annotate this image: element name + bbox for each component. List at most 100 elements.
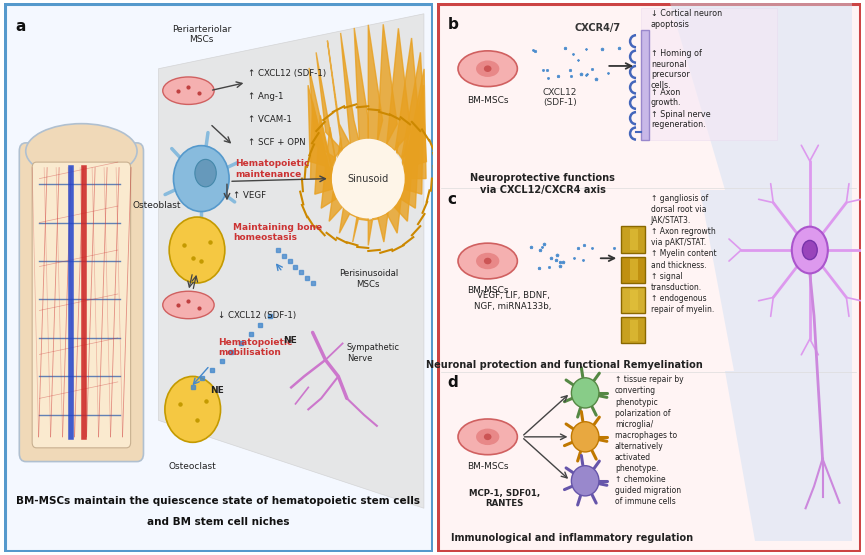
Polygon shape	[368, 150, 384, 245]
Text: ↑ VCAM-1: ↑ VCAM-1	[248, 115, 292, 124]
Ellipse shape	[458, 51, 517, 87]
Ellipse shape	[163, 77, 215, 104]
Text: Maintaining bone
homeostasis: Maintaining bone homeostasis	[234, 223, 323, 242]
Text: ↑ Spinal nerve
regeneration.: ↑ Spinal nerve regeneration.	[650, 110, 710, 129]
Polygon shape	[308, 85, 332, 179]
Text: BM-MSCs: BM-MSCs	[467, 96, 509, 105]
Text: Sympathetic
Nerve: Sympathetic Nerve	[347, 344, 400, 363]
Ellipse shape	[476, 253, 499, 269]
Text: BM-MSCs maintain the quiescence state of hematopoietic stem cells: BM-MSCs maintain the quiescence state of…	[16, 496, 420, 506]
Ellipse shape	[476, 428, 499, 445]
Polygon shape	[311, 102, 334, 189]
Text: and BM stem cell niches: and BM stem cell niches	[147, 517, 290, 527]
Text: ↑ VEGF: ↑ VEGF	[234, 190, 266, 200]
Polygon shape	[321, 127, 344, 208]
Polygon shape	[700, 190, 852, 371]
Ellipse shape	[458, 243, 517, 279]
Polygon shape	[395, 38, 421, 158]
Polygon shape	[725, 371, 852, 541]
FancyBboxPatch shape	[621, 256, 644, 283]
Text: ↑ tissue repair by
converting
phenotypic
polarization of
microglia/
macrophages : ↑ tissue repair by converting phenotypic…	[615, 375, 683, 506]
Polygon shape	[405, 69, 426, 179]
Polygon shape	[378, 142, 399, 242]
FancyBboxPatch shape	[32, 162, 131, 448]
FancyBboxPatch shape	[621, 317, 644, 344]
Ellipse shape	[163, 291, 215, 319]
Text: VEGF, LIF, BDNF,
NGF, miRNA133b,: VEGF, LIF, BDNF, NGF, miRNA133b,	[474, 291, 552, 311]
Text: CXCR4/7: CXCR4/7	[575, 23, 621, 33]
Ellipse shape	[484, 433, 491, 440]
Polygon shape	[327, 41, 349, 150]
Polygon shape	[401, 52, 426, 168]
Text: MCP-1, SDF01,
RANTES: MCP-1, SDF01, RANTES	[469, 489, 541, 508]
Text: CXCL12
(SDF-1): CXCL12 (SDF-1)	[542, 88, 577, 107]
Text: ↓ Cortical neuron
apoptosis: ↓ Cortical neuron apoptosis	[650, 9, 722, 29]
FancyBboxPatch shape	[641, 30, 649, 140]
FancyBboxPatch shape	[630, 290, 638, 310]
Text: Hematopoietic
maintenance: Hematopoietic maintenance	[235, 159, 310, 179]
Text: BM-MSCs: BM-MSCs	[467, 462, 509, 471]
Text: Neuroprotective functions
via CXCL12/CXCR4 axis: Neuroprotective functions via CXCL12/CXC…	[471, 173, 615, 195]
Ellipse shape	[476, 60, 499, 77]
Polygon shape	[353, 151, 368, 242]
Polygon shape	[398, 100, 420, 208]
Text: ↑ Axon
growth.: ↑ Axon growth.	[650, 88, 682, 107]
Polygon shape	[339, 146, 359, 233]
Text: ↑ CXCL12 (SDF-1): ↑ CXCL12 (SDF-1)	[248, 69, 326, 78]
FancyBboxPatch shape	[621, 226, 644, 253]
Polygon shape	[403, 85, 424, 194]
Ellipse shape	[484, 258, 491, 264]
Text: Periarteriolar
MSCs: Periarteriolar MSCs	[171, 25, 231, 44]
Ellipse shape	[170, 217, 225, 283]
Polygon shape	[354, 28, 368, 142]
Ellipse shape	[332, 139, 405, 219]
Text: Sinusoid: Sinusoid	[348, 174, 389, 184]
Polygon shape	[393, 115, 416, 221]
Text: Hematopoietic
mobilisation: Hematopoietic mobilisation	[218, 338, 292, 357]
Polygon shape	[316, 52, 341, 158]
Text: ↑ Ang-1: ↑ Ang-1	[248, 92, 284, 101]
Polygon shape	[158, 14, 424, 508]
Polygon shape	[377, 24, 397, 145]
Ellipse shape	[174, 145, 229, 211]
Polygon shape	[387, 28, 411, 150]
Ellipse shape	[803, 240, 817, 260]
FancyBboxPatch shape	[630, 259, 638, 280]
Text: Neuronal protection and functional Remyelination: Neuronal protection and functional Remye…	[426, 360, 702, 370]
Polygon shape	[670, 3, 852, 190]
Ellipse shape	[458, 419, 517, 455]
Ellipse shape	[791, 226, 828, 274]
Text: b: b	[447, 17, 458, 32]
Text: ↓ CXCL12 (SDF-1): ↓ CXCL12 (SDF-1)	[218, 311, 297, 320]
Text: Perisinusoidal
MSCs: Perisinusoidal MSCs	[339, 269, 398, 289]
Text: NE: NE	[210, 386, 223, 395]
Ellipse shape	[572, 466, 599, 496]
Polygon shape	[309, 68, 335, 168]
Text: ↑ SCF + OPN: ↑ SCF + OPN	[248, 138, 306, 147]
Text: NE: NE	[283, 336, 297, 345]
Ellipse shape	[26, 124, 137, 179]
Text: c: c	[447, 193, 457, 208]
FancyBboxPatch shape	[19, 143, 144, 462]
Ellipse shape	[572, 422, 599, 452]
Ellipse shape	[195, 159, 216, 187]
Polygon shape	[341, 33, 359, 145]
FancyBboxPatch shape	[641, 8, 777, 140]
FancyBboxPatch shape	[5, 4, 432, 551]
Text: Osteoclast: Osteoclast	[169, 462, 216, 471]
Text: d: d	[447, 375, 458, 390]
Text: BM-MSCs: BM-MSCs	[467, 286, 509, 295]
Ellipse shape	[165, 376, 221, 442]
Polygon shape	[329, 138, 350, 221]
Text: ↑ Homing of
neuronal
precursor
cells.: ↑ Homing of neuronal precursor cells.	[650, 49, 702, 90]
FancyBboxPatch shape	[621, 287, 644, 313]
Ellipse shape	[572, 378, 599, 408]
Polygon shape	[315, 115, 338, 198]
Text: Osteoblast: Osteoblast	[132, 200, 181, 210]
FancyBboxPatch shape	[438, 4, 860, 551]
Text: a: a	[15, 19, 25, 34]
Text: Immunological and inflammatory regulation: Immunological and inflammatory regulatio…	[452, 533, 694, 543]
Text: ↑ gangliosis of
dorsal root via
JAK/STAT3.
↑ Axon regrowth
via pAKT/STAT.
↑ Myel: ↑ gangliosis of dorsal root via JAK/STAT…	[650, 194, 716, 314]
Polygon shape	[368, 25, 382, 143]
Polygon shape	[386, 130, 409, 233]
